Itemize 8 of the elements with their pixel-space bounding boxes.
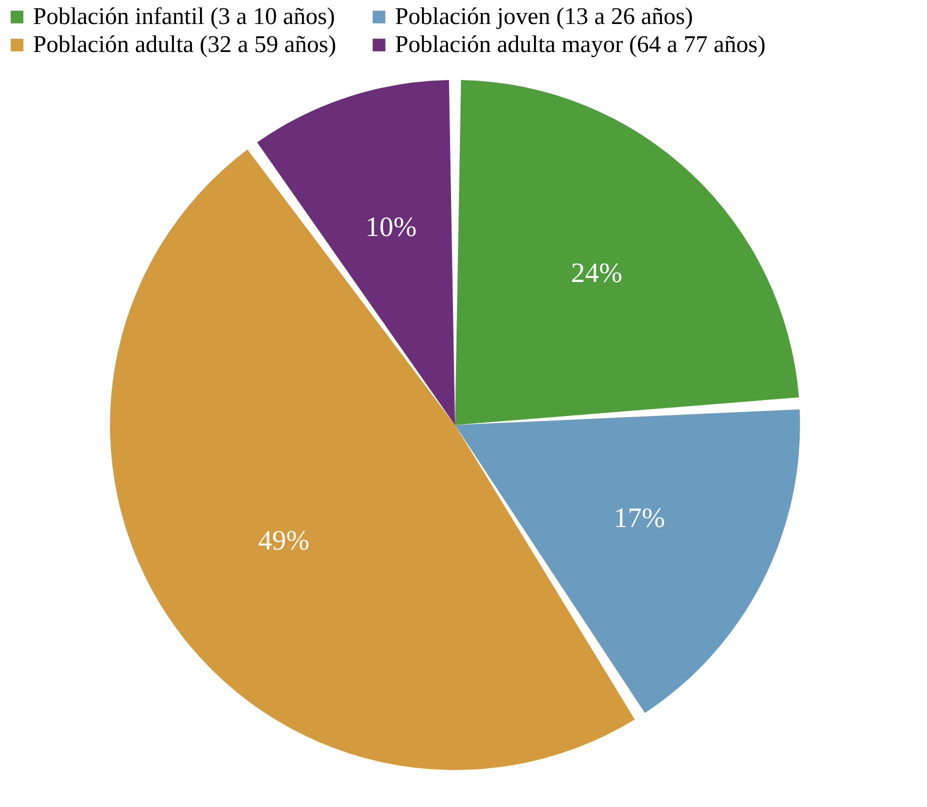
legend-label: Población joven (13 a 26 años) [395,4,693,30]
data-label: 17% [614,502,666,534]
legend-label: Población infantil (3 a 10 años) [33,4,335,30]
data-label: 24% [571,258,622,290]
data-label: 10% [365,212,417,244]
legend-label: Población adulta mayor (64 a 77 años) [395,32,766,58]
data-label: 49% [258,525,310,556]
legend-label: Población adulta (32 a 59 años) [33,32,336,58]
